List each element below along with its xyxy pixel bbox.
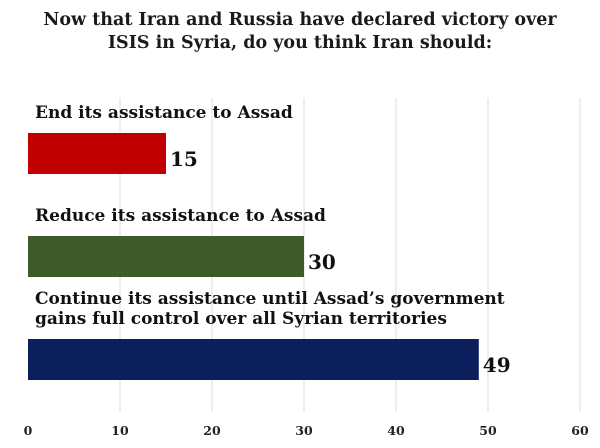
category-label: Continue its assistance until Assad’s go…	[35, 289, 505, 309]
x-tick-label: 20	[203, 423, 221, 438]
value-label: 15	[170, 147, 198, 171]
value-label: 30	[308, 250, 336, 274]
bar	[28, 339, 479, 380]
x-tick-label: 30	[295, 423, 313, 438]
bar	[28, 236, 304, 277]
value-label: 49	[483, 353, 511, 377]
x-tick-label: 50	[479, 423, 497, 438]
x-tick-label: 40	[387, 423, 405, 438]
category-label: gains full control over all Syrian terri…	[35, 309, 447, 329]
chart-title-line: Now that Iran and Russia have declared v…	[43, 10, 557, 30]
chart-title-line: ISIS in Syria, do you think Iran should:	[108, 33, 492, 53]
x-tick-label: 10	[111, 423, 129, 438]
category-label: End its assistance to Assad	[35, 103, 293, 123]
x-tick-label: 60	[571, 423, 589, 438]
category-label: Reduce its assistance to Assad	[35, 206, 326, 226]
x-tick-label: 0	[24, 423, 33, 438]
bars: End its assistance to Assad 15 Reduce its …	[28, 103, 511, 380]
chart-title: Now that Iran and Russia have declared v…	[43, 10, 557, 53]
bar	[28, 133, 166, 174]
x-axis-ticks: 0 10 20 30 40 50 60	[24, 423, 589, 438]
